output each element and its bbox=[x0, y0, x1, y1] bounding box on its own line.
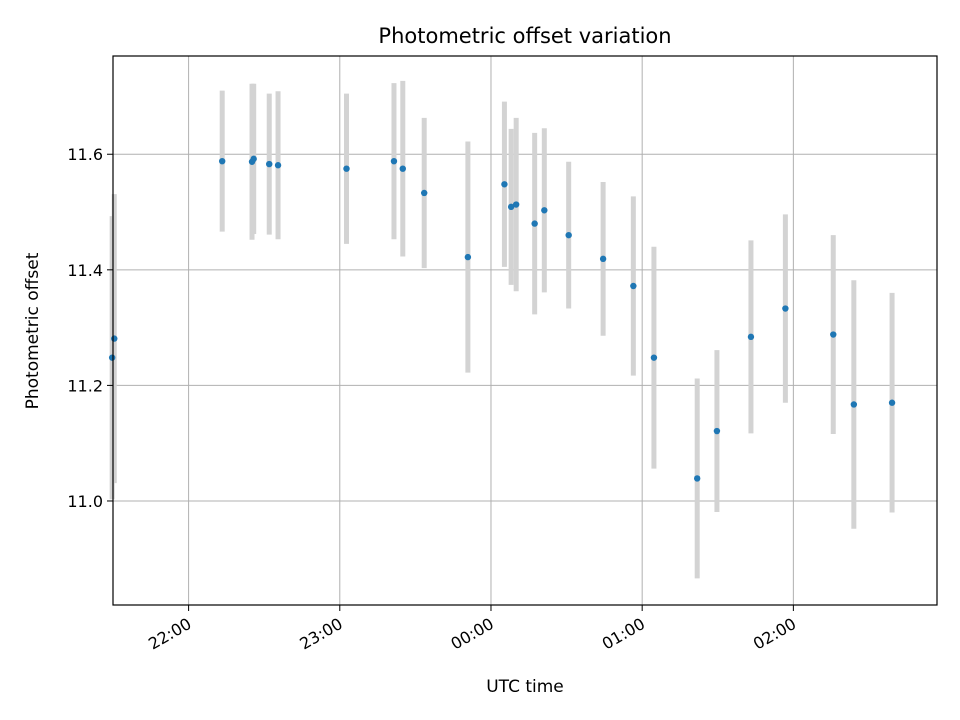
chart-title: Photometric offset variation bbox=[378, 24, 671, 48]
data-point bbox=[565, 231, 572, 239]
x-axis-label: UTC time bbox=[486, 677, 564, 697]
data-point bbox=[850, 401, 858, 408]
data-point bbox=[541, 207, 548, 214]
data-point bbox=[108, 354, 116, 361]
plot-frame bbox=[112, 55, 938, 606]
data-point bbox=[830, 331, 837, 338]
data-point bbox=[713, 427, 721, 435]
y-tick-label: 11.4 bbox=[67, 261, 103, 280]
data-point bbox=[111, 335, 118, 342]
y-tick-label: 11.0 bbox=[67, 492, 103, 511]
data-points bbox=[108, 155, 896, 482]
data-point bbox=[693, 475, 701, 482]
y-axis-label: Photometric offset bbox=[23, 252, 43, 409]
y-axis: 11.0 11.2 11.4 11.6 bbox=[67, 145, 113, 511]
data-point bbox=[266, 160, 273, 168]
data-point bbox=[464, 253, 472, 261]
data-point bbox=[250, 155, 257, 163]
data-point bbox=[507, 203, 515, 211]
data-point bbox=[390, 157, 398, 165]
data-point bbox=[512, 201, 520, 208]
data-point bbox=[501, 181, 508, 188]
data-point bbox=[650, 354, 658, 361]
data-point bbox=[218, 157, 226, 165]
data-point bbox=[599, 255, 607, 263]
y-tick-label: 11.6 bbox=[67, 145, 103, 164]
data-point bbox=[343, 165, 350, 172]
data-point bbox=[630, 282, 637, 290]
data-point bbox=[888, 399, 896, 406]
data-point bbox=[782, 305, 789, 312]
y-tick-label: 11.2 bbox=[67, 376, 103, 395]
data-point bbox=[274, 162, 282, 169]
data-point bbox=[531, 220, 538, 227]
data-point bbox=[421, 189, 428, 197]
data-point bbox=[747, 333, 755, 341]
data-point bbox=[399, 165, 406, 172]
grid bbox=[113, 56, 937, 605]
